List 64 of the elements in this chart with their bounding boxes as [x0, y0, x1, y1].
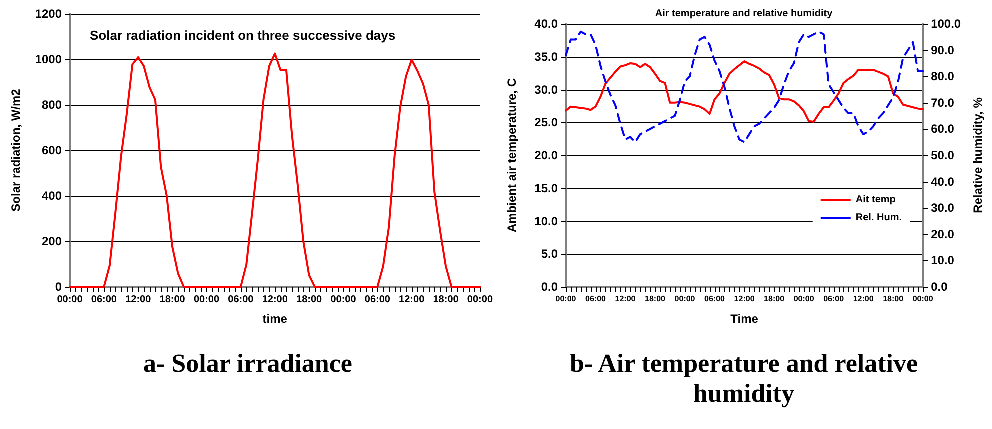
y2-axis-title: Relative humidity, %	[971, 97, 985, 214]
x-tick-label: 06:00	[91, 294, 118, 306]
x-tick-label: 06:00	[824, 294, 845, 304]
x-tick-label: 18:00	[433, 294, 460, 306]
x-tick-label: 06:00	[586, 294, 607, 304]
x-tick-label: 18:00	[645, 294, 666, 304]
x-tick-label: 06:00	[228, 294, 254, 306]
y-axis-title: Ambient air temperature, C	[505, 78, 519, 233]
text: Solar radiation incident on three successive days	[90, 28, 396, 43]
y2-tick-label: 70.0	[931, 96, 955, 110]
y-tick-label: 40.0	[534, 17, 558, 31]
y2-tick-label: 90.0	[931, 43, 955, 58]
x-tick-label: 12:00	[262, 294, 288, 306]
y2-tick-label: 0.0	[931, 280, 948, 294]
x-tick-label: 12:00	[853, 294, 874, 304]
x-tick-label: 18:00	[883, 294, 904, 304]
chart-title: Air temperature and relative humidity	[655, 8, 834, 20]
y2-tick-label: 50.0	[931, 148, 955, 162]
y2-tick-label: 40.0	[931, 174, 955, 189]
y-tick-label: 15.0	[534, 181, 558, 196]
x-tick-label: 00:00	[330, 294, 357, 306]
y2-tick-label: 80.0	[931, 70, 955, 84]
x-tick-label: 06:00	[364, 294, 391, 306]
y-tick-label: 0.0	[541, 280, 558, 294]
y-tick-label: 5.0	[541, 247, 558, 262]
y-tick-label: 35.0	[534, 50, 558, 64]
y-tick-label: 20.0	[534, 148, 558, 162]
x-axis-title: time	[262, 312, 288, 326]
x-tick-label: 18:00	[296, 294, 323, 306]
y-tick-label: 400	[42, 189, 62, 203]
y2-tick-label: 30.0	[931, 201, 955, 216]
x-tick-label: 18:00	[160, 294, 186, 306]
x-tick-label: 06:00	[704, 294, 726, 304]
y2-tick-label: 60.0	[931, 122, 955, 136]
x-tick-label: 12:00	[399, 294, 426, 306]
y-tick-label: 30.0	[534, 82, 558, 97]
legend-label: Rel. Hum.	[856, 212, 902, 224]
y-tick-label: 1000	[35, 52, 62, 66]
text: a- Solar irradiance	[142, 348, 354, 379]
y2-tick-label: 10.0	[931, 254, 955, 268]
y-tick-label: 1200	[35, 7, 62, 21]
x-tick-label: 12:00	[126, 294, 152, 306]
x-tick-label: 00:00	[674, 294, 696, 304]
y-tick-label: 0	[55, 280, 62, 294]
x-tick-label: 18:00	[764, 294, 786, 304]
legend-label: Ait temp	[856, 194, 896, 206]
y-axis-title: Solar radiation, W/m2	[9, 88, 23, 212]
x-tick-label: 12:00	[734, 294, 756, 304]
y-tick-label: 25.0	[534, 116, 558, 130]
y2-tick-label: 100.0	[931, 17, 962, 31]
x-axis-title: Time	[730, 312, 759, 326]
y2-tick-label: 20.0	[931, 227, 955, 242]
x-tick-label: 00:00	[794, 294, 815, 304]
y-tick-label: 600	[42, 144, 62, 158]
y-tick-label: 10.0	[534, 214, 558, 228]
x-tick-label: 00:00	[912, 294, 934, 304]
x-tick-label: 00:00	[57, 294, 84, 306]
y-tick-label: 800	[42, 98, 62, 112]
y-tick-label: 200	[42, 234, 62, 248]
x-tick-label: 00:00	[467, 294, 494, 306]
x-tick-label: 00:00	[556, 294, 577, 304]
x-tick-label: 12:00	[615, 294, 636, 304]
x-tick-label: 00:00	[194, 294, 220, 306]
text: b- Air temperature and relative humidity	[568, 348, 920, 409]
